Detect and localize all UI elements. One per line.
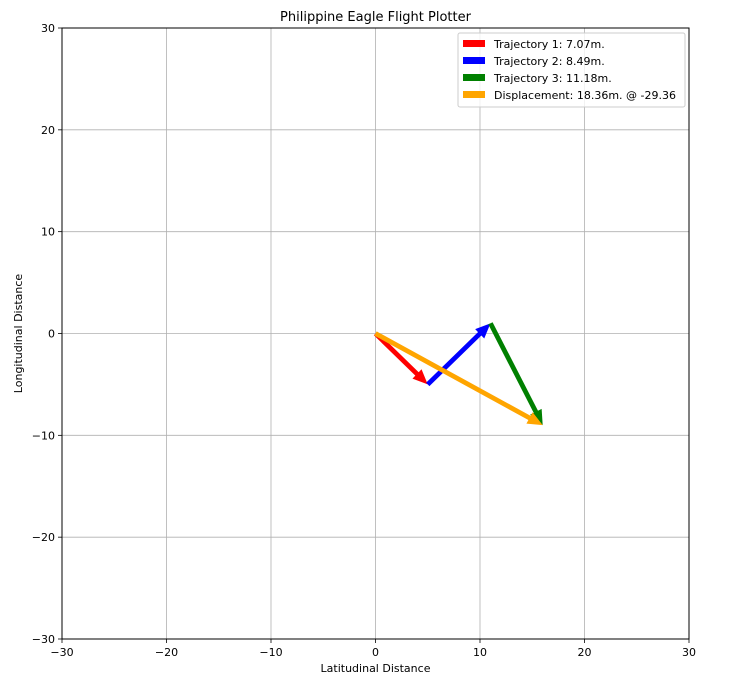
y-tick-label: −30 (32, 633, 55, 646)
x-tick-label: −10 (259, 646, 282, 659)
x-tick-label: −30 (50, 646, 73, 659)
legend-label-4: Displacement: 18.36m. @ -29.36 (494, 89, 676, 102)
x-tick-label: 10 (473, 646, 487, 659)
x-tick-label: −20 (155, 646, 178, 659)
x-tick-label: 30 (682, 646, 696, 659)
arrow-series-3 (488, 322, 543, 426)
x-axis-label: Latitudinal Distance (321, 662, 431, 675)
arrow-layer (373, 322, 543, 426)
y-axis-label: Longitudinal Distance (12, 274, 25, 394)
y-tick-label: 0 (48, 328, 55, 341)
legend-swatch-2 (463, 57, 485, 64)
legend-box (457, 32, 686, 108)
legend-label-3: Trajectory 3: 11.18m. (493, 72, 612, 85)
legend-swatch-4 (463, 91, 485, 98)
legend-label-2: Trajectory 2: 8.49m. (493, 55, 605, 68)
x-tick-label: 0 (372, 646, 379, 659)
legend-label-1: Trajectory 1: 7.07m. (493, 38, 605, 51)
chart-title: Philippine Eagle Flight Plotter (280, 10, 472, 25)
legend-swatch-3 (463, 74, 485, 81)
legend: Trajectory 1: 7.07m. Trajectory 2: 8.49m.… (457, 32, 686, 108)
legend-entries: Trajectory 1: 7.07m. Trajectory 2: 8.49m.… (463, 38, 676, 102)
y-tick-label: −20 (32, 531, 55, 544)
x-tick-label: 20 (578, 646, 592, 659)
arrow-series-4 (374, 331, 543, 426)
y-tick-label: 10 (41, 226, 55, 239)
y-tick-label: −10 (32, 429, 55, 442)
arrow-series-1 (373, 331, 428, 385)
y-tick-label: 30 (41, 22, 55, 35)
tick-layer: −30 −20 −10 0 10 20 30 −30 −20 −10 0 10 20 30 (32, 22, 696, 659)
legend-swatch-1 (463, 40, 485, 47)
y-tick-label: 20 (41, 124, 55, 137)
